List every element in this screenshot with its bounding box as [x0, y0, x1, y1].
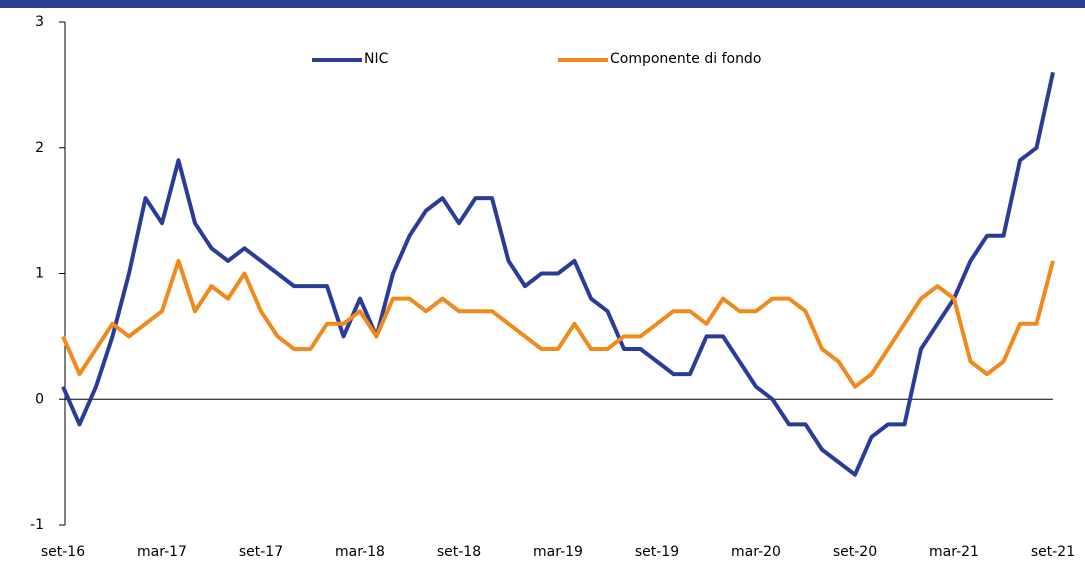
series-line	[61, 258, 1055, 389]
y-tick-label: -1	[30, 517, 44, 533]
x-tick-label: set-21	[1031, 544, 1075, 560]
x-tick-label: set-19	[635, 544, 679, 560]
x-tick-label: mar-21	[929, 544, 979, 560]
series-line	[61, 71, 1055, 477]
x-tick-label: mar-19	[533, 544, 583, 560]
y-tick-label: 3	[35, 14, 44, 30]
header-bar	[0, 0, 1085, 8]
x-tick-label: mar-17	[137, 544, 187, 560]
y-tick-label: 2	[35, 140, 44, 156]
x-tick-label: set-20	[833, 544, 877, 560]
x-tick-label: set-16	[41, 544, 85, 560]
y-tick-label: 0	[35, 391, 44, 407]
x-tick-label: set-17	[239, 544, 283, 560]
legend-label: Componente di fondo	[610, 51, 761, 67]
x-tick-label: mar-20	[731, 544, 781, 560]
x-tick-label: mar-18	[335, 544, 385, 560]
x-tick-label: set-18	[437, 544, 481, 560]
legend-label: NIC	[364, 51, 389, 67]
y-tick-label: 1	[35, 266, 44, 282]
